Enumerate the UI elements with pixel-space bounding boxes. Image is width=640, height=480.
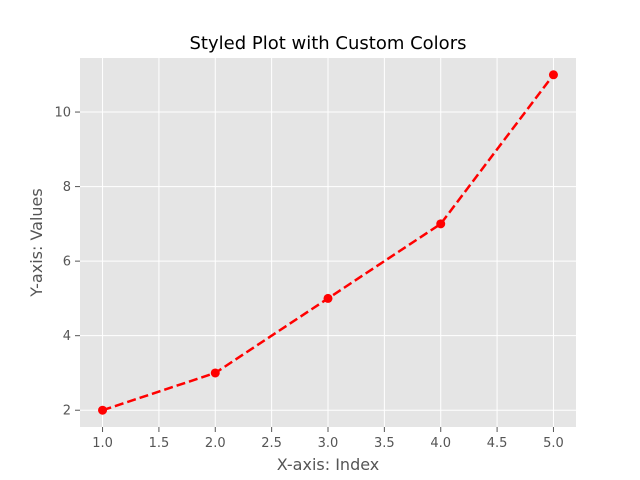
data-point	[436, 219, 446, 229]
x-axis-label: X-axis: Index	[277, 455, 380, 474]
chart-title: Styled Plot with Custom Colors	[190, 33, 467, 54]
x-tick-label: 5.0	[543, 436, 564, 451]
data-point	[323, 293, 333, 303]
y-tick-label: 10	[54, 106, 71, 121]
tick-labels: 1.0 1.5 2.0 2.5 3.0 3.5 4.0 4.5 5.0 2 4 6 8 10	[54, 106, 563, 451]
data-series	[98, 70, 558, 415]
data-point	[210, 368, 220, 378]
x-tick-label: 3.0	[318, 436, 339, 451]
x-tick-label: 2.5	[261, 436, 282, 451]
y-tick-label: 2	[63, 404, 71, 419]
x-tick-label: 4.0	[430, 436, 451, 451]
data-point	[98, 405, 108, 415]
x-tick-label: 3.5	[374, 436, 395, 451]
y-axis-label: Y-axis: Values	[27, 188, 46, 297]
y-tick-label: 6	[63, 255, 71, 270]
x-tick-label: 1.5	[149, 436, 170, 451]
data-point	[548, 70, 558, 80]
x-tick-label: 4.5	[487, 436, 508, 451]
y-tick-label: 4	[63, 329, 71, 344]
gridlines	[80, 58, 576, 427]
x-tick-label: 2.0	[205, 436, 226, 451]
y-tick-label: 8	[63, 180, 71, 195]
x-tick-label: 1.0	[92, 436, 113, 451]
